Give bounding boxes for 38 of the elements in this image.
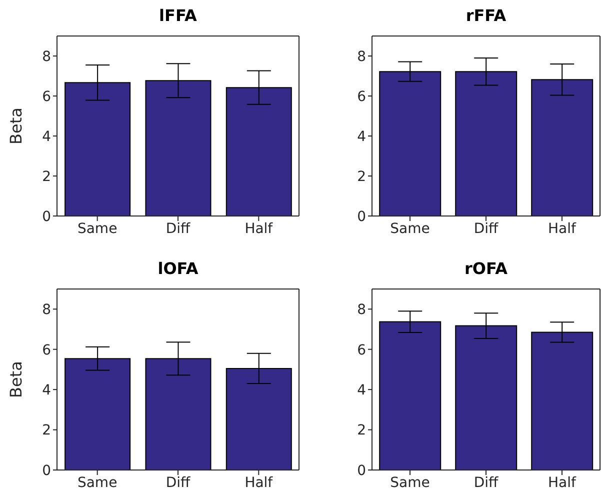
y-tick-label: 0 xyxy=(357,462,366,479)
y-tick-label: 6 xyxy=(42,88,52,105)
y-tick-label: 4 xyxy=(357,382,366,399)
x-tick-label: Same xyxy=(390,220,430,237)
y-tick-label: 0 xyxy=(42,462,51,479)
chart-title: lFFA xyxy=(158,6,198,25)
y-tick-label: 6 xyxy=(357,342,366,358)
x-tick-label: Half xyxy=(548,220,578,237)
x-tick-label: Same xyxy=(77,220,118,237)
x-tick-label: Half xyxy=(244,220,274,237)
x-tick-label: Same xyxy=(77,474,118,491)
y-axis-title: Beta xyxy=(6,361,26,398)
x-tick-label: Diff xyxy=(474,474,499,491)
y-tick-label: 8 xyxy=(357,48,366,65)
y-tick-label: 0 xyxy=(357,208,366,225)
x-tick-label: Diff xyxy=(166,220,191,237)
y-tick-label: 2 xyxy=(357,168,366,185)
x-tick-label: Half xyxy=(548,474,578,491)
y-tick-label: 8 xyxy=(42,48,51,65)
y-tick-label: 4 xyxy=(42,382,52,399)
chart-title: lOFA xyxy=(156,259,200,278)
y-tick-label: 4 xyxy=(357,128,366,145)
y-tick-label: 8 xyxy=(42,302,51,318)
y-tick-label: 8 xyxy=(357,302,366,318)
chart-title: rFFA xyxy=(464,6,508,25)
x-tick-label: Diff xyxy=(166,474,191,491)
chart-title: rOFA xyxy=(464,259,508,278)
y-tick-label: 2 xyxy=(357,422,366,439)
y-tick-label: 6 xyxy=(357,88,366,105)
y-tick-label: 2 xyxy=(42,168,51,185)
x-tick-label: Diff xyxy=(474,220,499,237)
y-tick-label: 4 xyxy=(42,128,52,145)
x-tick-label: Same xyxy=(390,474,430,491)
y-axis-title: Beta xyxy=(6,108,26,144)
y-tick-label: 2 xyxy=(42,422,51,439)
x-tick-label: Half xyxy=(244,474,274,491)
y-tick-label: 0 xyxy=(42,208,51,225)
y-tick-label: 6 xyxy=(42,342,52,358)
